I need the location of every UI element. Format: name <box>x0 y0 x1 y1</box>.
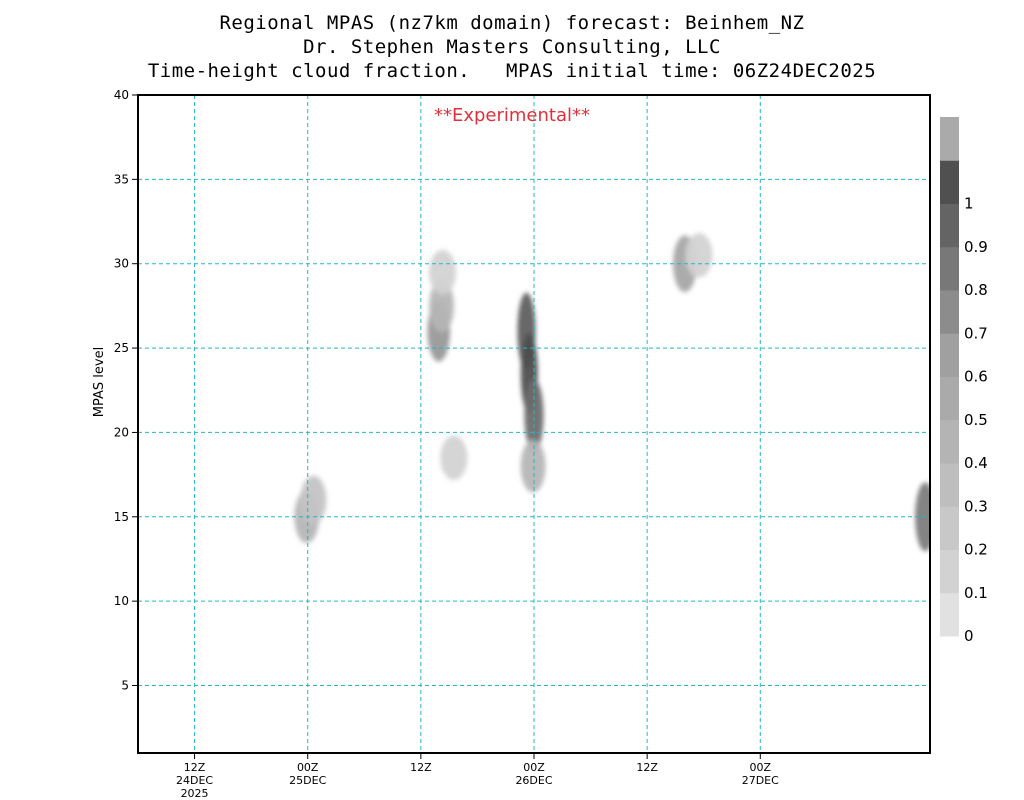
colorbar-swatch <box>940 592 959 637</box>
x-tick-label: 00Z <box>523 761 545 774</box>
chart-title-line-2: Dr. Stephen Masters Consulting, LLC <box>303 36 721 58</box>
colorbar: 0 0.1 0.2 0.3 0.4 0.5 0.6 0.7 0.8 0.9 1 <box>940 117 988 645</box>
colorbar-label: 0.6 <box>964 368 988 386</box>
colorbar-swatch <box>940 506 959 550</box>
x-tick-label: 27DEC <box>742 774 779 787</box>
cloud-cell <box>300 475 327 525</box>
x-tick-label: 12Z <box>184 761 206 774</box>
colorbar-swatch <box>940 419 959 464</box>
cloud-cell <box>429 279 455 333</box>
y-tick-label: 5 <box>121 679 129 693</box>
x-tick-label: 12Z <box>636 761 658 774</box>
x-tick-label: 26DEC <box>515 774 552 787</box>
x-tick-label: 00Z <box>297 761 319 774</box>
y-tick-label: 40 <box>114 88 129 102</box>
x-tick-label: 25DEC <box>289 774 326 787</box>
cloud-cell <box>685 233 713 278</box>
colorbar-swatch <box>940 333 959 377</box>
colorbar-swatch <box>940 160 959 204</box>
colorbar-label: 0.3 <box>964 497 988 515</box>
colorbar-label: 0.5 <box>964 411 988 429</box>
y-tick-label: 35 <box>114 172 129 186</box>
chart-title-line-1: Regional MPAS (nz7km domain) forecast: B… <box>219 12 805 34</box>
colorbar-label: 0.7 <box>964 324 988 342</box>
colorbar-swatch <box>940 376 959 421</box>
experimental-annotation: **Experimental** <box>434 105 590 126</box>
grid-lines <box>138 95 930 753</box>
y-axis: 5 10 15 20 25 30 35 40 <box>114 88 138 693</box>
y-tick-label: 30 <box>114 257 129 271</box>
colorbar-label: 0.2 <box>964 541 988 559</box>
colorbar-label: 0.9 <box>964 238 988 256</box>
colorbar-swatch <box>940 549 959 594</box>
cloud-cell <box>524 379 544 453</box>
y-tick-label: 20 <box>114 425 129 439</box>
x-tick-label: 24DEC <box>176 774 213 787</box>
colorbar-swatch <box>940 117 959 161</box>
y-axis-label: MPAS level <box>92 347 107 417</box>
colorbar-label: 0.4 <box>964 454 988 472</box>
colorbar-label: 0 <box>964 627 974 645</box>
chart-title-line-3: Time-height cloud fraction. MPAS initial… <box>147 60 877 82</box>
x-tick-label: 12Z <box>410 761 432 774</box>
cloud-cell <box>520 439 546 493</box>
cloud-cell <box>440 435 468 481</box>
colorbar-label: 1 <box>964 195 974 213</box>
x-tick-label: 2025 <box>181 787 209 800</box>
colorbar-swatch <box>940 463 959 507</box>
colorbar-swatch <box>940 290 959 334</box>
colorbar-swatch <box>940 246 959 291</box>
cloud-fraction-field <box>294 233 930 552</box>
colorbar-label: 0.8 <box>964 281 988 299</box>
y-tick-label: 15 <box>114 510 129 524</box>
cloud-cell <box>428 249 457 295</box>
colorbar-swatch <box>940 203 959 248</box>
y-tick-label: 25 <box>114 341 129 355</box>
x-tick-label: 00Z <box>750 761 772 774</box>
colorbar-label: 0.1 <box>964 584 988 602</box>
y-tick-label: 10 <box>114 594 129 608</box>
